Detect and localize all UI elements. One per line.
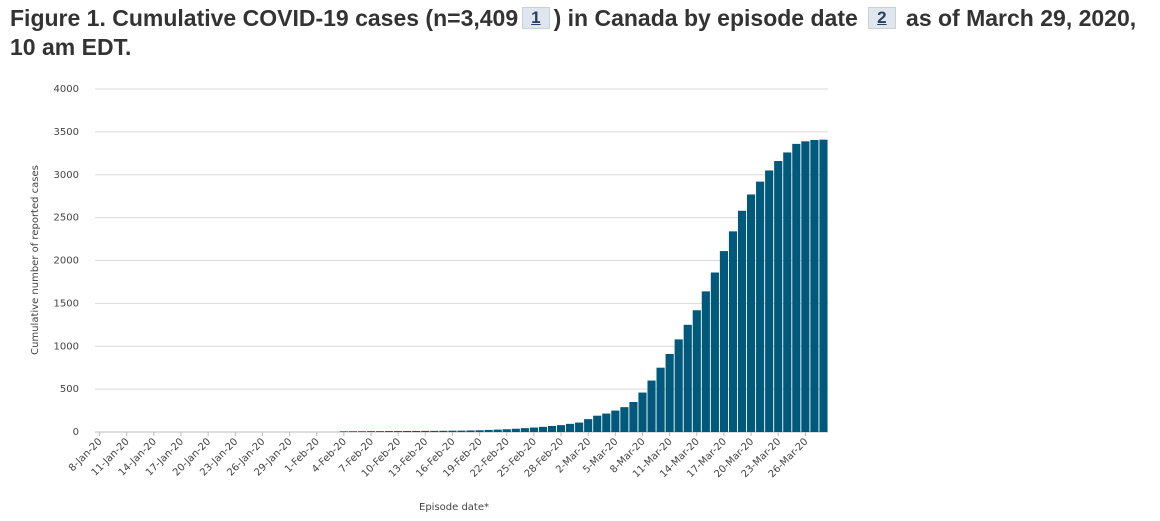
- chart-title: Figure 1. Cumulative COVID-19 cases (n=3…: [10, 4, 1150, 62]
- bar: [538, 426, 548, 432]
- y-tick-label: 500: [60, 384, 79, 395]
- bar: [547, 425, 557, 432]
- bar: [493, 429, 502, 432]
- bar: [466, 430, 475, 432]
- bar: [566, 423, 575, 432]
- bar: [710, 272, 719, 432]
- bar: [701, 291, 710, 432]
- title-text: Figure 1. Cumulative COVID-19 cases (n=3…: [10, 5, 519, 31]
- y-tick-label: 0: [73, 427, 79, 438]
- y-tick-label: 4000: [54, 84, 79, 95]
- bar: [357, 431, 367, 432]
- bar: [348, 431, 357, 432]
- bar: [792, 143, 801, 432]
- bar: [448, 430, 457, 432]
- x-axis-label: Episode date*: [419, 502, 489, 513]
- bar: [556, 425, 566, 432]
- bar: [394, 431, 403, 432]
- title-text: ) in Canada by episode date: [553, 5, 858, 31]
- bar: [602, 413, 611, 432]
- bar: [656, 367, 665, 432]
- footnote-link[interactable]: 1: [522, 7, 550, 29]
- y-tick-label: 3000: [54, 170, 79, 181]
- bar: [692, 310, 701, 432]
- y-tick-label: 3500: [54, 127, 79, 138]
- bar: [457, 430, 466, 432]
- bar: [366, 431, 376, 432]
- bar: [529, 427, 538, 432]
- bar: [502, 429, 511, 432]
- bar: [520, 428, 529, 432]
- bar: [810, 140, 819, 433]
- y-tick-label: 1500: [54, 298, 79, 309]
- bar: [629, 401, 638, 432]
- bar: [728, 231, 738, 432]
- y-tick-label: 2000: [54, 256, 79, 267]
- bar: [756, 181, 765, 432]
- bar: [421, 430, 430, 432]
- bar: [683, 324, 692, 432]
- bar: [484, 429, 493, 432]
- bar: [375, 431, 385, 432]
- bar: [575, 422, 584, 432]
- y-tick-label: 1000: [54, 341, 79, 352]
- bar: [665, 353, 674, 432]
- bar: [412, 430, 421, 432]
- bar: [765, 170, 774, 432]
- bar: [403, 430, 412, 432]
- bar: [774, 161, 783, 432]
- bar: [584, 419, 593, 432]
- bar: [719, 251, 729, 432]
- y-axis-label: Cumulative number of reported cases: [30, 165, 41, 355]
- bar: [475, 430, 484, 432]
- bar: [801, 141, 810, 432]
- bar: [385, 431, 394, 432]
- bar: [611, 410, 620, 432]
- bar: [511, 428, 520, 432]
- bar: [593, 415, 602, 432]
- bar: [737, 210, 747, 432]
- bar: [783, 152, 792, 432]
- bar: [819, 139, 828, 432]
- bar: [439, 430, 448, 432]
- bar: [430, 430, 439, 432]
- footnote-link[interactable]: 2: [868, 7, 896, 29]
- bar: [638, 392, 647, 432]
- title-text: as of March 29, 2020, 10 am EDT.: [10, 5, 1137, 60]
- bar: [339, 431, 348, 432]
- y-tick-label: 2500: [54, 213, 79, 224]
- bar: [647, 380, 656, 432]
- bar: [674, 339, 683, 432]
- bar: [747, 194, 756, 432]
- bar: [620, 407, 629, 432]
